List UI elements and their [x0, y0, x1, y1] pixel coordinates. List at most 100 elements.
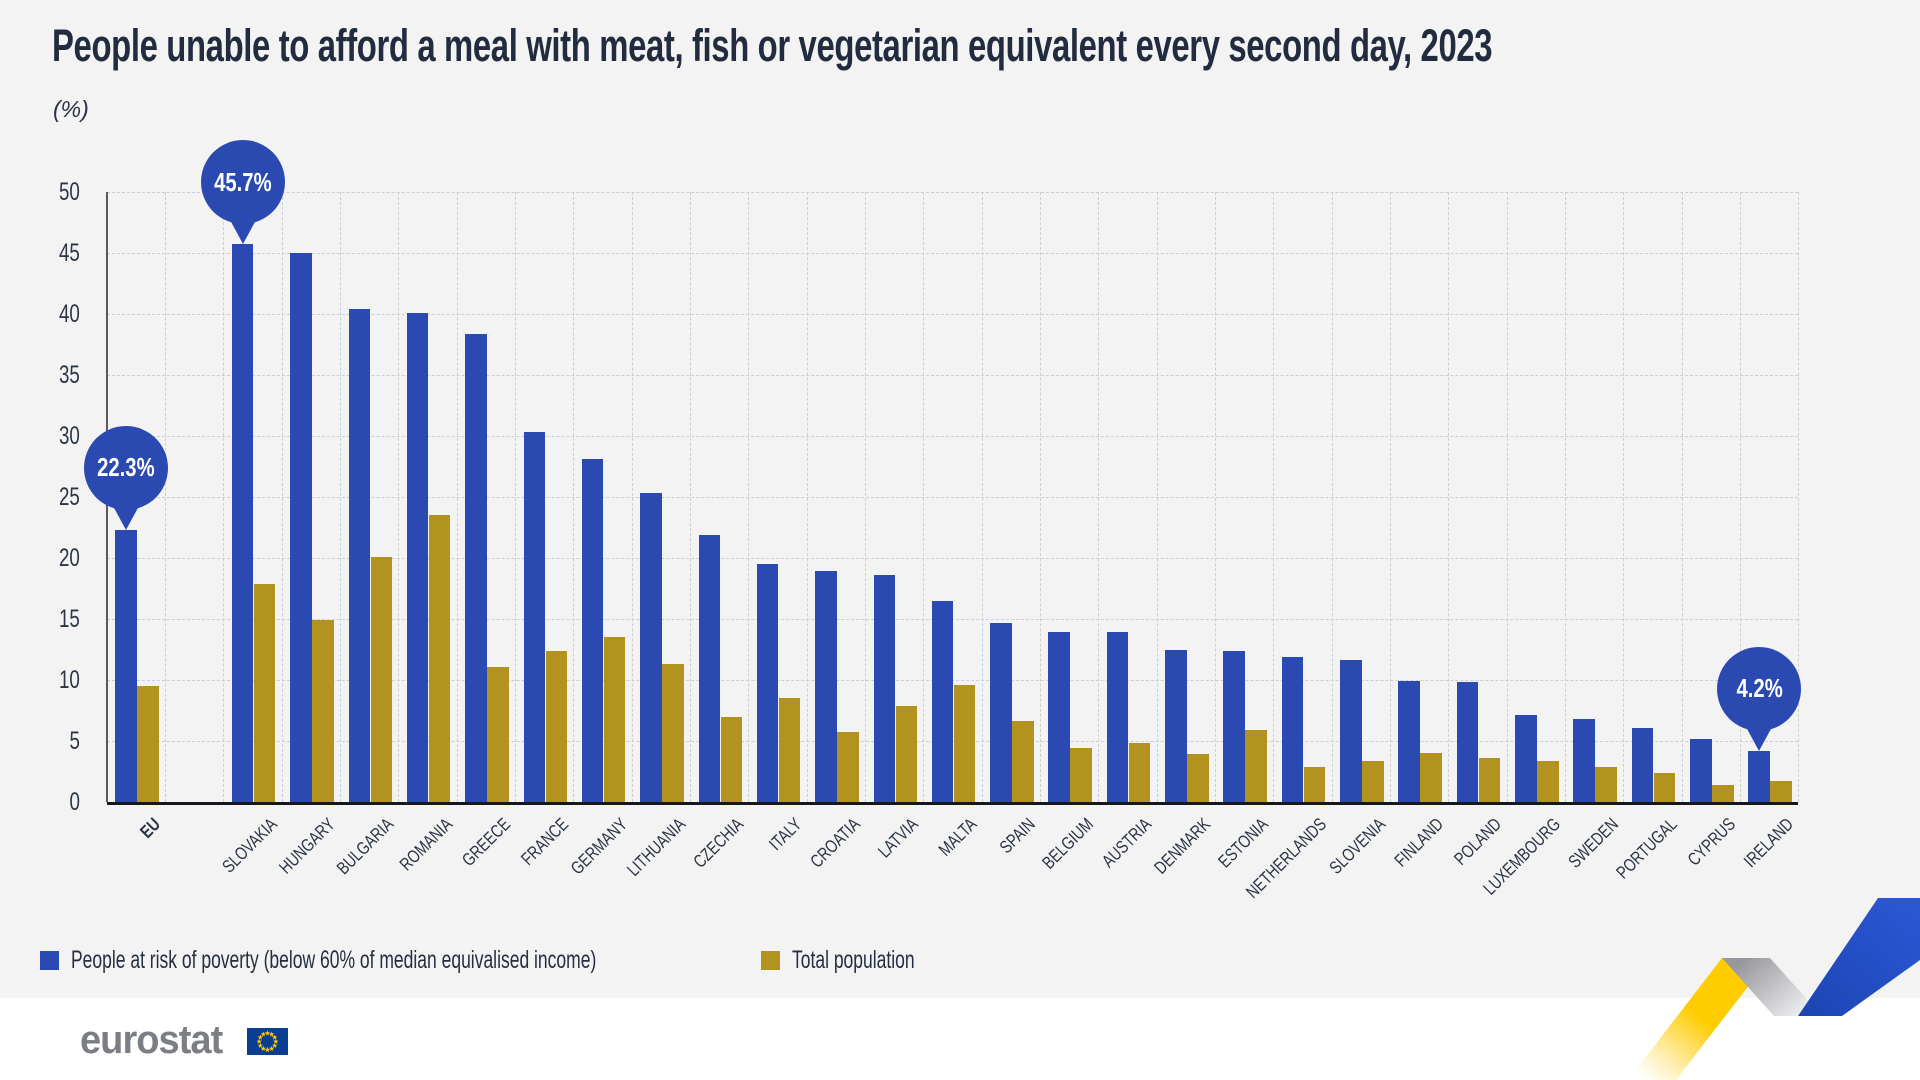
y-tick-35: 35	[59, 361, 80, 389]
gridline-x-2	[223, 192, 225, 802]
country-label-latvia: LATVIA	[874, 814, 923, 862]
y-tick-10: 10	[59, 666, 80, 694]
flag-star	[268, 1045, 275, 1052]
gridline-x-21	[1331, 192, 1333, 802]
bar-austria-at-risk-of-poverty	[1106, 632, 1129, 802]
bar-austria-total-population	[1128, 743, 1151, 802]
country-label-italy: ITALY	[765, 814, 806, 855]
legend-item-total-population: Total population	[761, 946, 967, 974]
country-label-eu: EU	[136, 814, 165, 842]
gridline-y-20	[106, 557, 1799, 559]
gridline-x-17	[1098, 192, 1100, 802]
bar-netherlands-total-population	[1303, 766, 1326, 802]
gridline-x-27	[1681, 192, 1683, 802]
flag-star	[260, 1045, 267, 1052]
gridline-x-12	[806, 192, 808, 802]
bar-ireland-total-population	[1770, 781, 1792, 802]
y-tick-40: 40	[59, 300, 80, 328]
callout-eu: 22.3%	[83, 425, 168, 510]
country-label-ireland: IRELAND	[1740, 814, 1798, 872]
flag-star	[256, 1038, 262, 1044]
country-label-czechia: CZECHIA	[689, 814, 748, 872]
bar-lithuania-at-risk-of-poverty	[640, 493, 662, 802]
gridline-x-11	[748, 192, 750, 802]
y-tick-0: 0	[69, 788, 80, 816]
bar-finland-at-risk-of-poverty	[1398, 681, 1420, 802]
bar-slovakia-at-risk-of-poverty	[231, 244, 254, 802]
legend-label: People at risk of poverty (below 60% of …	[71, 945, 597, 974]
bar-cyprus-total-population	[1712, 784, 1734, 802]
gridline-x-8	[573, 192, 575, 802]
bar-portugal-at-risk-of-poverty	[1631, 727, 1654, 802]
bar-poland-at-risk-of-poverty	[1456, 682, 1479, 802]
bar-portugal-total-population	[1653, 772, 1676, 802]
bar-netherlands-at-risk-of-poverty	[1281, 656, 1304, 802]
bar-belgium-total-population	[1070, 748, 1092, 802]
country-label-finland: FINLAND	[1390, 814, 1448, 871]
gridline-x-26	[1623, 192, 1625, 802]
bar-denmark-at-risk-of-poverty	[1165, 649, 1187, 802]
bar-czechia-at-risk-of-poverty	[698, 534, 720, 802]
gridline-x-10	[690, 192, 691, 802]
bar-bulgaria-total-population	[370, 556, 393, 802]
bar-latvia-total-population	[895, 705, 917, 802]
bar-hungary-at-risk-of-poverty	[290, 253, 312, 802]
bar-greece-total-population	[487, 666, 509, 802]
gridline-x-6	[456, 192, 458, 802]
flag-star	[264, 1030, 271, 1036]
y-tick-50: 50	[59, 178, 80, 206]
callout-tail-ireland	[1746, 726, 1773, 751]
gridline-x-25	[1564, 192, 1566, 802]
gridline-y-30	[106, 435, 1799, 437]
gridline-x-19	[1214, 192, 1216, 802]
eu-flag-icon	[247, 1028, 288, 1055]
gridline-y-35	[106, 374, 1799, 376]
legend-swatch-blue	[40, 950, 59, 970]
gridline-x-14	[923, 192, 925, 802]
chart-title: People unable to afford a meal with meat…	[52, 20, 1493, 71]
bar-bulgaria-at-risk-of-poverty	[348, 309, 371, 802]
gridline-x-5	[398, 192, 400, 802]
legend-item-at-risk-of-poverty: People at risk of poverty (below 60% of …	[40, 945, 821, 974]
flag-star	[260, 1031, 267, 1037]
bar-slovenia-total-population	[1362, 760, 1384, 802]
bar-france-total-population	[545, 650, 568, 802]
bar-estonia-at-risk-of-poverty	[1223, 650, 1245, 802]
gridline-x-22	[1389, 192, 1391, 802]
bar-poland-total-population	[1478, 758, 1501, 802]
gridline-x-20	[1273, 192, 1275, 802]
gridline-x-3	[281, 192, 283, 802]
flag-star	[271, 1042, 278, 1048]
country-label-spain: SPAIN	[995, 814, 1039, 858]
y-tick-5: 5	[69, 727, 80, 755]
gridline-x-16	[1039, 192, 1041, 802]
bar-cyprus-at-risk-of-poverty	[1690, 738, 1712, 802]
y-tick-30: 30	[59, 422, 80, 450]
bar-germany-total-population	[603, 637, 626, 802]
country-label-netherlands: NETHERLANDS	[1242, 814, 1331, 903]
gridline-x-13	[865, 192, 866, 802]
bar-spain-total-population	[1012, 721, 1034, 802]
bar-latvia-at-risk-of-poverty	[873, 575, 895, 802]
flag-star	[257, 1034, 264, 1040]
bar-sweden-at-risk-of-poverty	[1573, 719, 1595, 802]
callout-tail-eu	[112, 505, 139, 530]
gridline-x-23	[1448, 192, 1450, 802]
bar-eu-total-population	[137, 686, 159, 802]
gridline-y-40	[106, 313, 1799, 315]
bar-belgium-at-risk-of-poverty	[1048, 632, 1070, 802]
gridline-x-29	[1798, 192, 1800, 802]
bar-lithuania-total-population	[662, 664, 684, 802]
country-label-malta: MALTA	[934, 814, 981, 860]
bar-greece-at-risk-of-poverty	[465, 333, 487, 802]
gridline-x-1	[165, 192, 167, 802]
country-label-greece: GREECE	[457, 814, 515, 871]
gridline-x-4	[340, 192, 342, 802]
bar-hungary-total-population	[312, 620, 334, 802]
bar-malta-at-risk-of-poverty	[931, 600, 954, 802]
chart-background	[0, 0, 1920, 998]
callout-ireland: 4.2%	[1717, 646, 1802, 731]
bar-italy-at-risk-of-poverty	[756, 564, 779, 802]
legend-swatch-gold	[761, 950, 780, 970]
